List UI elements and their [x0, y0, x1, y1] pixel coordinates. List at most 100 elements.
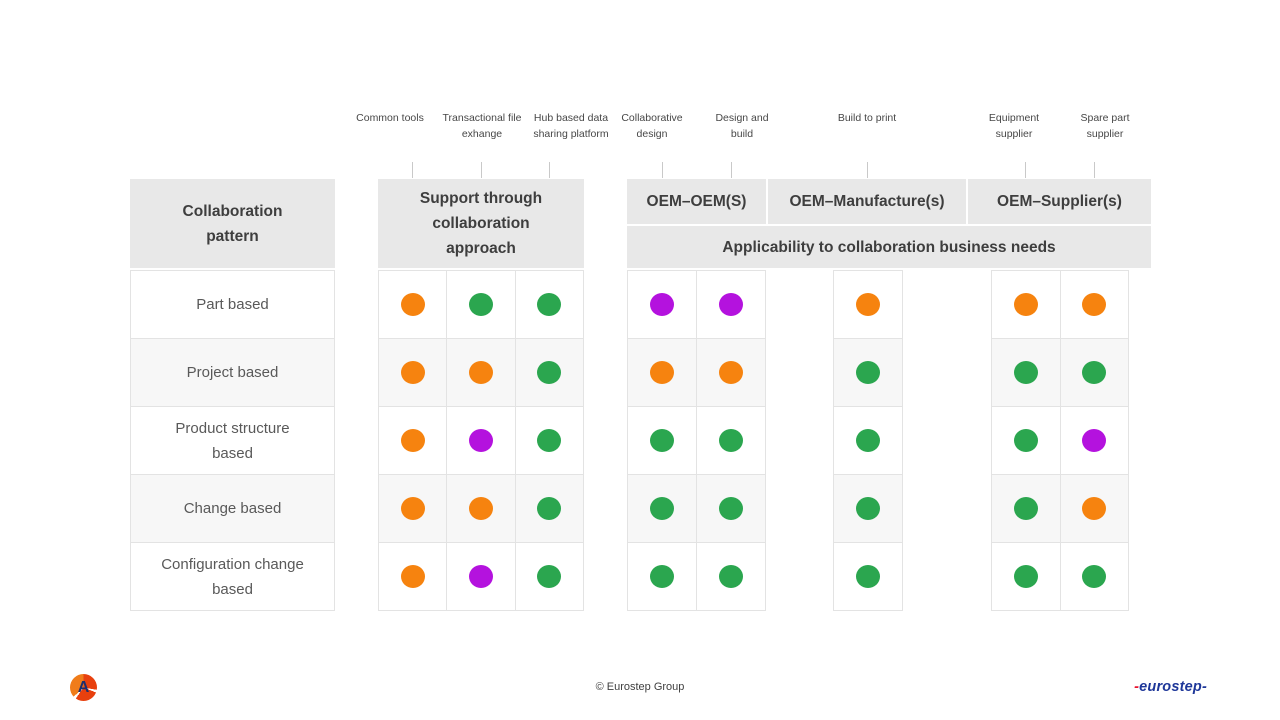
orange-dot	[468, 497, 493, 520]
dot-cell	[628, 543, 696, 610]
oem-oem-grid	[627, 270, 766, 611]
column-label-transactional-file-exchange: Transactional file exhange	[442, 112, 522, 140]
orange-dot	[1013, 293, 1038, 316]
dot-cell	[992, 407, 1060, 474]
dot-cell	[628, 407, 696, 474]
dot-cell	[697, 407, 765, 474]
green-dot	[1013, 497, 1038, 520]
dot-cell	[628, 339, 696, 406]
dot-cell	[628, 475, 696, 542]
column-label-build-to-print: Build to print	[837, 112, 897, 124]
column-label-spare-part-supplier: Spare part supplier	[1080, 112, 1130, 140]
dot-cell	[379, 543, 447, 610]
header-oem-manufacture: OEM–Manufacture(s)	[768, 179, 966, 224]
dot-cell	[379, 475, 447, 542]
dot-cell	[1060, 543, 1128, 610]
orange-dot	[719, 361, 743, 384]
dot-cell	[1060, 271, 1128, 338]
dot-cell	[515, 407, 583, 474]
orange-dot	[400, 565, 425, 588]
tick-mark	[549, 162, 550, 178]
purple-dot	[1082, 429, 1107, 452]
tick-mark	[1025, 162, 1026, 178]
dot-cell	[515, 475, 583, 542]
green-dot	[468, 293, 493, 316]
row-label: Change based	[131, 475, 334, 542]
dot-cell	[515, 339, 583, 406]
green-dot	[856, 361, 880, 384]
tick-mark	[481, 162, 482, 178]
green-dot	[537, 293, 562, 316]
eurostep-logo-blue-dash: -	[1201, 679, 1207, 695]
tick-mark	[662, 162, 663, 178]
orange-dot	[650, 361, 674, 384]
green-dot	[650, 497, 674, 520]
dot-cell	[834, 339, 902, 406]
green-dot	[1013, 361, 1038, 384]
dot-cell	[1060, 407, 1128, 474]
header-applicability: Applicability to collaboration business …	[627, 226, 1151, 268]
eurostep-logo: -eurostep-	[1134, 679, 1207, 695]
green-dot	[856, 429, 880, 452]
tick-mark	[1094, 162, 1095, 178]
dot-cell	[379, 407, 447, 474]
orange-dot	[400, 361, 425, 384]
dot-cell	[447, 339, 515, 406]
dot-cell	[379, 339, 447, 406]
orange-dot	[400, 497, 425, 520]
green-dot	[537, 565, 562, 588]
dot-cell	[447, 543, 515, 610]
dot-cell	[697, 339, 765, 406]
aras-a-logo-icon: A	[70, 674, 97, 701]
column-label-hub-based-data-sharing: Hub based data sharing platform	[533, 112, 609, 140]
purple-dot	[650, 293, 674, 316]
dot-cell	[447, 271, 515, 338]
orange-dot	[1082, 497, 1107, 520]
approach-grid	[378, 270, 584, 611]
dot-cell	[992, 339, 1060, 406]
green-dot	[1013, 429, 1038, 452]
dot-cell	[834, 543, 902, 610]
green-dot	[719, 497, 743, 520]
green-dot	[650, 565, 674, 588]
orange-dot	[400, 293, 425, 316]
green-dot	[856, 565, 880, 588]
dot-cell	[697, 543, 765, 610]
green-dot	[719, 565, 743, 588]
header-oem-supplier: OEM–Supplier(s)	[968, 179, 1151, 224]
purple-dot	[719, 293, 743, 316]
header-collaboration-pattern: Collaboration pattern	[130, 179, 335, 268]
copyright-text: © Eurostep Group	[595, 681, 685, 693]
eurostep-logo-red-dash: -	[1134, 679, 1140, 695]
column-label-design-and-build: Design and build	[715, 112, 769, 140]
dot-cell	[834, 271, 902, 338]
eurostep-logo-text: eurostep	[1139, 679, 1202, 695]
header-oem-oem: OEM–OEM(S)	[627, 179, 766, 224]
green-dot	[650, 429, 674, 452]
row-label: Project based	[131, 339, 334, 406]
orange-dot	[400, 429, 425, 452]
row-labels-grid: Part based Project based Product structure…	[130, 270, 335, 611]
dot-cell	[697, 475, 765, 542]
header-support-through-collaboration-approach: Support through collaboration approach	[378, 179, 584, 268]
dot-cell	[515, 271, 583, 338]
dot-cell	[697, 271, 765, 338]
purple-dot	[468, 565, 493, 588]
dot-cell	[628, 271, 696, 338]
green-dot	[537, 497, 562, 520]
tick-mark	[731, 162, 732, 178]
orange-dot	[1082, 293, 1107, 316]
dot-cell	[992, 543, 1060, 610]
row-label: Product structure based	[131, 407, 334, 474]
column-label-equipment-supplier: Equipment supplier	[988, 112, 1040, 140]
dot-cell	[1060, 475, 1128, 542]
green-dot	[719, 429, 743, 452]
dot-cell	[834, 475, 902, 542]
dot-cell	[834, 407, 902, 474]
green-dot	[1082, 565, 1107, 588]
green-dot	[1013, 565, 1038, 588]
dot-cell	[447, 475, 515, 542]
dot-cell	[992, 475, 1060, 542]
dot-cell	[992, 271, 1060, 338]
